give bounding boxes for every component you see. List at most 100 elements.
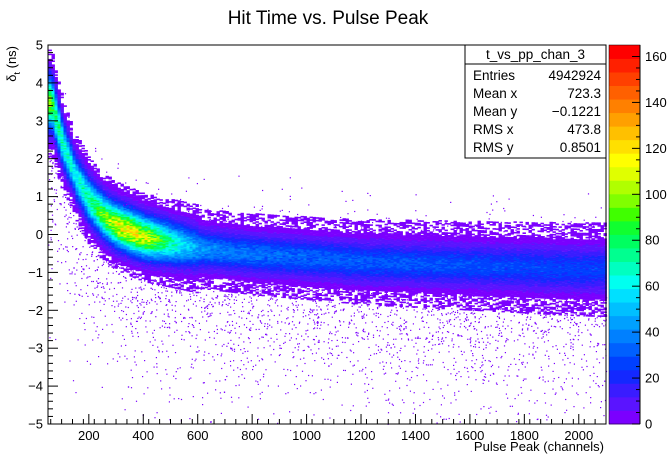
heatmap-cell	[165, 268, 169, 270]
heatmap-cell	[255, 280, 259, 283]
heatmap-cell	[246, 213, 250, 216]
heatmap-cell	[102, 184, 106, 186]
heatmap-cell	[213, 228, 217, 230]
heatmap-cell	[117, 218, 121, 220]
heatmap-cell	[48, 98, 52, 101]
heatmap-cell	[147, 207, 151, 209]
heatmap-cell	[291, 269, 295, 272]
heatmap-cell	[306, 249, 310, 252]
heatmap-cell	[129, 210, 133, 212]
heatmap-cell	[174, 246, 178, 248]
heatmap-cell	[303, 248, 307, 250]
heatmap-cell	[219, 242, 223, 244]
heatmap-cell	[60, 129, 64, 132]
heatmap-cell	[120, 198, 124, 200]
heatmap-cell	[153, 209, 157, 212]
heatmap-cell	[261, 292, 265, 294]
heatmap-cell	[165, 223, 169, 225]
heatmap-cell	[258, 279, 262, 282]
heatmap-cell	[147, 210, 151, 212]
heatmap-cell	[228, 276, 232, 278]
heatmap-cell	[90, 221, 94, 223]
heatmap-cell	[192, 218, 196, 220]
heatmap-cell	[60, 186, 64, 189]
heatmap-cell	[213, 285, 217, 287]
heatmap-cell	[72, 166, 76, 169]
heatmap-cell	[114, 237, 118, 240]
heatmap-cell	[195, 229, 199, 231]
heatmap-cell	[279, 281, 283, 284]
heatmap-cell	[267, 251, 271, 253]
heatmap-cell	[81, 184, 85, 187]
heatmap-cell	[60, 173, 64, 176]
heatmap-cell	[63, 162, 67, 164]
heatmap-cell	[129, 248, 133, 251]
heatmap-cell	[255, 231, 259, 234]
heatmap-cell	[168, 270, 172, 272]
heatmap-cell	[201, 250, 205, 253]
heatmap-cell	[207, 216, 211, 219]
heatmap-cell	[162, 271, 166, 274]
heatmap-cell	[105, 231, 109, 234]
heatmap-cell	[114, 204, 118, 207]
heatmap-cell	[114, 245, 118, 248]
heatmap-cell	[201, 214, 205, 217]
heatmap-cell	[111, 222, 115, 225]
heatmap-cell	[63, 114, 67, 117]
heatmap-cell	[276, 245, 280, 248]
heatmap-cell	[228, 264, 232, 266]
heatmap-cell	[66, 180, 70, 182]
heatmap-cell	[237, 248, 241, 250]
heatmap-cell	[285, 263, 289, 266]
heatmap-cell	[147, 228, 151, 231]
heatmap-cell	[279, 237, 283, 240]
heatmap-cell	[147, 281, 151, 284]
heatmap-cell	[144, 263, 148, 266]
heatmap-cell	[279, 288, 283, 290]
heatmap-cell	[240, 252, 244, 255]
heatmap-cell	[219, 277, 223, 280]
heatmap-cell	[126, 195, 130, 198]
heatmap-cell	[93, 211, 97, 214]
heatmap-cell	[294, 235, 298, 237]
heatmap-cell	[177, 249, 181, 251]
heatmap-cell	[162, 252, 166, 255]
heatmap-cell	[150, 217, 154, 219]
heatmap-cell	[78, 140, 82, 142]
heatmap-cell	[84, 211, 88, 213]
heatmap-cell	[72, 210, 76, 213]
heatmap-cell	[141, 245, 145, 248]
heatmap-cell	[240, 235, 244, 237]
heatmap-cell	[66, 136, 70, 138]
heatmap-cell	[183, 252, 187, 254]
heatmap-cell	[126, 218, 130, 220]
heatmap-cell	[231, 229, 235, 231]
heatmap-cell	[249, 231, 253, 233]
heatmap-cell	[66, 113, 70, 116]
heatmap-cell	[123, 231, 127, 233]
heatmap-cell	[102, 221, 106, 224]
heatmap-cell	[123, 239, 127, 241]
heatmap-cell	[114, 228, 118, 231]
heatmap-cell	[282, 287, 286, 289]
heatmap-cell	[126, 255, 130, 257]
heatmap-cell	[48, 145, 52, 147]
heatmap-cell	[144, 208, 148, 210]
heatmap-cell	[162, 222, 166, 224]
heatmap-cell	[216, 245, 220, 248]
heatmap-cell	[207, 281, 211, 284]
heatmap-cell	[174, 284, 178, 287]
heatmap-cell	[75, 173, 79, 176]
heatmap-cell	[285, 255, 289, 258]
heatmap-cell	[249, 229, 253, 232]
heatmap-cell	[105, 223, 109, 226]
heatmap-cell	[183, 281, 187, 283]
heatmap-cell	[105, 224, 109, 227]
heatmap-cell	[156, 205, 160, 207]
heatmap-cell	[204, 273, 208, 275]
heatmap-cell	[135, 192, 139, 195]
heatmap-cell	[54, 104, 58, 107]
heatmap-cell	[258, 226, 262, 229]
heatmap-cell	[129, 221, 133, 224]
heatmap-cell	[159, 262, 163, 265]
